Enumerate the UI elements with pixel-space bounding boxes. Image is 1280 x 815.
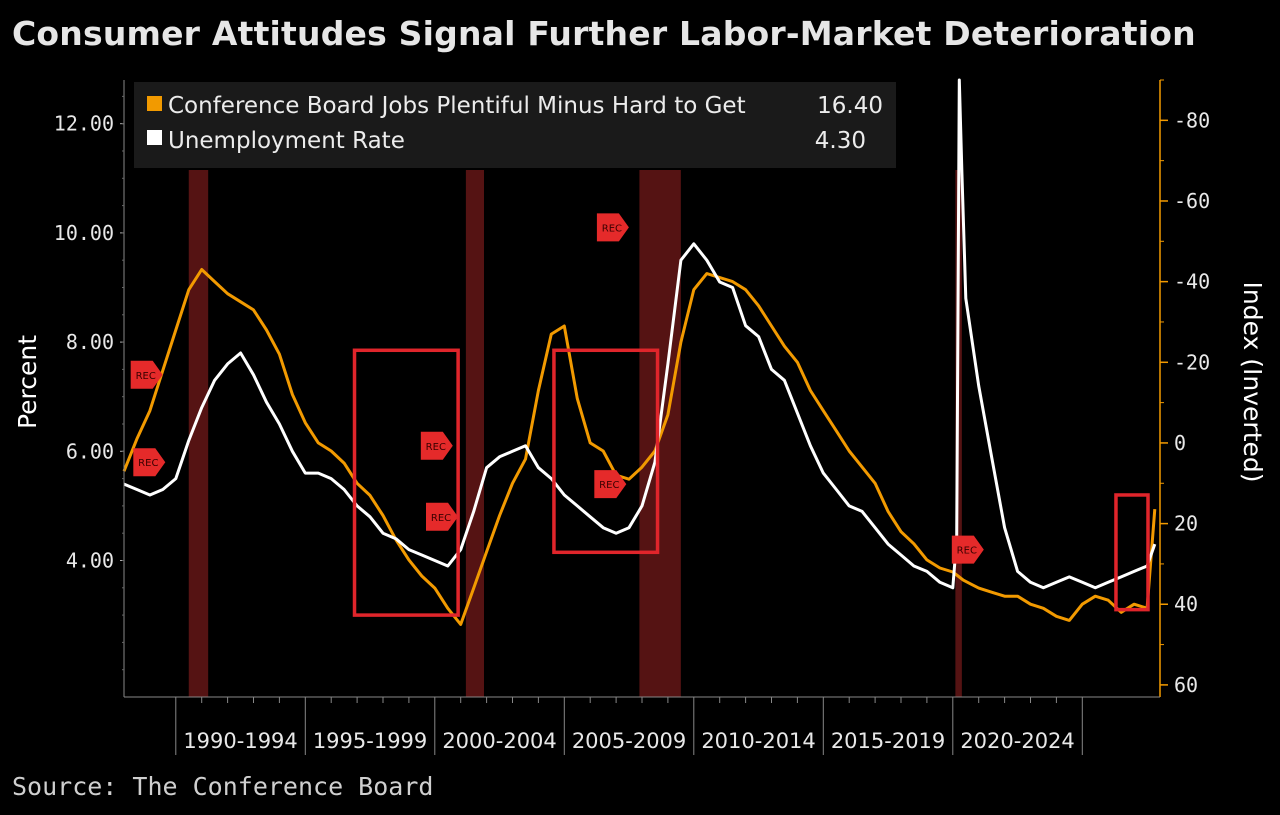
legend-label-jobs: Conference Board Jobs Plentiful Minus Ha… [168,93,746,119]
x-tick-label: 1990-1994 [183,729,297,753]
rec-marker-shape [596,213,629,242]
rec-marker: REC [130,360,163,389]
left-tick-label: 8.00 [66,330,114,354]
rec-marker-label: REC [426,442,446,453]
recession-band [465,170,485,697]
x-tick-label: 2010-2014 [701,729,815,753]
right-axis-label: Index (Inverted) [1238,281,1267,482]
series-lines [122,78,1157,626]
rec-marker-label: REC [602,223,622,234]
legend-label-unemployment: Unemployment Rate [168,128,405,154]
recession-bands [188,170,962,697]
rec-marker-label: REC [431,513,451,524]
right-tick-label: 60 [1174,673,1198,697]
x-tick-label: 1995-1999 [313,729,427,753]
right-tick-label: -80 [1174,108,1210,132]
rec-marker: REC [596,213,629,242]
recession-band [188,170,209,697]
right-tick-label: -20 [1174,350,1210,374]
left-tick-label: 6.00 [66,439,114,463]
rec-marker-shape [130,360,163,389]
right-tick-label: -40 [1174,270,1210,294]
highlight-box [1114,493,1150,612]
rec-marker-shape [594,470,627,499]
rec-marker-shape [951,535,984,564]
legend-background [134,82,896,168]
recession-markers: REC REC REC REC REC REC REC [130,213,984,564]
highlight-boxes [352,348,1150,617]
source-note: Source: The Conference Board [12,772,434,801]
x-tick-label: 2005-2009 [572,729,686,753]
legend: Conference Board Jobs Plentiful Minus Ha… [134,82,896,168]
x-tick-label: 2000-2004 [442,729,556,753]
right-tick-label: 0 [1174,431,1186,455]
right-tick-label: 20 [1174,512,1198,536]
right-tick-label: 40 [1174,592,1198,616]
rec-marker: REC [426,502,458,531]
x-axis-ticks: 1990-1994 1995-1999 2000-2004 2005-2009 2010… [175,697,1083,755]
legend-swatch-white [147,130,162,145]
x-tick-label: 2020-2024 [960,729,1074,753]
highlight-box [552,348,660,555]
rec-marker: REC [420,431,453,460]
rec-marker-shape [420,431,453,460]
rec-marker-label: REC [136,371,156,382]
rec-marker-label: REC [138,458,158,469]
chart-title: Consumer Attitudes Signal Further Labor-… [12,14,1196,53]
rec-marker-label: REC [957,546,977,557]
left-tick-label: 4.00 [66,548,114,572]
right-tick-label: -60 [1174,189,1210,213]
left-tick-label: 10.00 [54,221,114,245]
x-tick-label: 2015-2019 [831,729,945,753]
rec-marker: REC [594,470,627,499]
rec-marker: REC [133,448,166,477]
unemployment-rate-line [123,78,1157,590]
highlight-box [352,348,460,617]
left-axis-label: Percent [13,335,42,429]
rec-marker-label: REC [599,480,619,491]
legend-value-unemployment: 4.30 [815,128,866,154]
right-axis-ticks: -80 -60 -40 -20 0 20 40 60 [1160,79,1210,697]
legend-swatch-orange [147,96,162,111]
jobs-differential-line [122,268,1157,626]
left-axis-ticks: 12.00 10.00 8.00 6.00 4.00 [54,95,124,671]
rec-marker-shape [426,502,458,531]
rec-marker-shape [133,448,166,477]
legend-value-jobs: 16.40 [817,93,883,119]
rec-marker: REC [951,535,984,564]
left-tick-label: 12.00 [54,112,114,136]
